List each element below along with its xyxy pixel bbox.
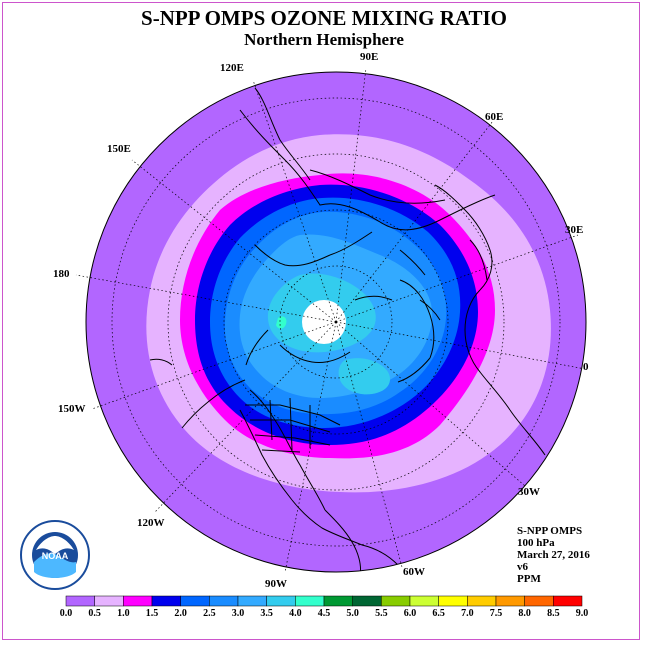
lon-label-90w: 90W [265, 578, 287, 590]
colorbar-tick-label: 2.5 [203, 608, 216, 619]
graticule [75, 67, 586, 573]
lon-label-120e: 120E [220, 62, 244, 74]
colorbar-tick-label: 7.5 [489, 608, 503, 619]
colorbar-tick-label: 5.0 [346, 608, 359, 619]
plot-frame [2, 2, 640, 640]
region-level-4.0-4.5 [276, 316, 287, 329]
colorbar-tick-label: 0.5 [88, 608, 101, 619]
info-units: PPM [517, 573, 541, 585]
colorbar-tick-label: 1.0 [117, 608, 130, 619]
colorbar-tick-label: 2.0 [174, 608, 187, 619]
colorbar-tick-label: 8.0 [518, 608, 531, 619]
colorbar-tick-label: 3.0 [231, 608, 245, 619]
colorbar-tick-label: 3.5 [260, 608, 273, 619]
coastlines [149, 87, 546, 572]
map-boundary [85, 71, 587, 573]
colorbar-tick-label: 8.5 [547, 608, 560, 619]
noaa-logo: NOAA [20, 520, 90, 590]
lon-label-0: 0 [583, 361, 589, 373]
colorbar-tick-label: 0.0 [59, 608, 73, 619]
lon-label-30e: 30E [565, 224, 584, 236]
colorbar-tick-label: 9.0 [575, 608, 589, 619]
lon-label-180: 180 [53, 268, 70, 280]
colorbar-tick-label: 4.0 [289, 608, 302, 619]
lon-label-150e: 150E [107, 143, 131, 155]
colorbar-tick-label: 1.5 [145, 608, 159, 619]
lon-label-60e: 60E [485, 111, 504, 123]
colorbar-tick-label: 5.5 [375, 608, 388, 619]
colorbar-tick-label: 6.5 [432, 608, 445, 619]
colorbar-tick-label: 7.0 [461, 608, 474, 619]
map-subtitle: Northern Hemisphere [244, 30, 404, 49]
info-level: 100 hPa [517, 537, 555, 549]
info-date: March 27, 2016 [517, 549, 590, 561]
colorbar-tick-label: 6.0 [403, 608, 417, 619]
info-version: v6 [517, 561, 528, 573]
lon-label-30w: 30W [518, 486, 540, 498]
lon-label-150w: 150W [58, 403, 86, 415]
info-block: S-NPP OMPS 100 hPa March 27, 2016 v6 PPM [517, 525, 590, 585]
pole-missing-data [302, 300, 346, 344]
lon-label-60w: 60W [403, 566, 425, 578]
region-level-3.5-4.0-patch-2 [338, 358, 391, 395]
info-instrument: S-NPP OMPS [517, 525, 583, 537]
lon-label-90e: 90E [360, 51, 379, 63]
svg-text:NOAA: NOAA [42, 551, 69, 561]
lon-label-120w: 120W [137, 517, 165, 529]
map-title: S-NPP OMPS OZONE MIXING RATIO [141, 6, 507, 30]
colorbar-tick-label: 4.5 [317, 608, 331, 619]
